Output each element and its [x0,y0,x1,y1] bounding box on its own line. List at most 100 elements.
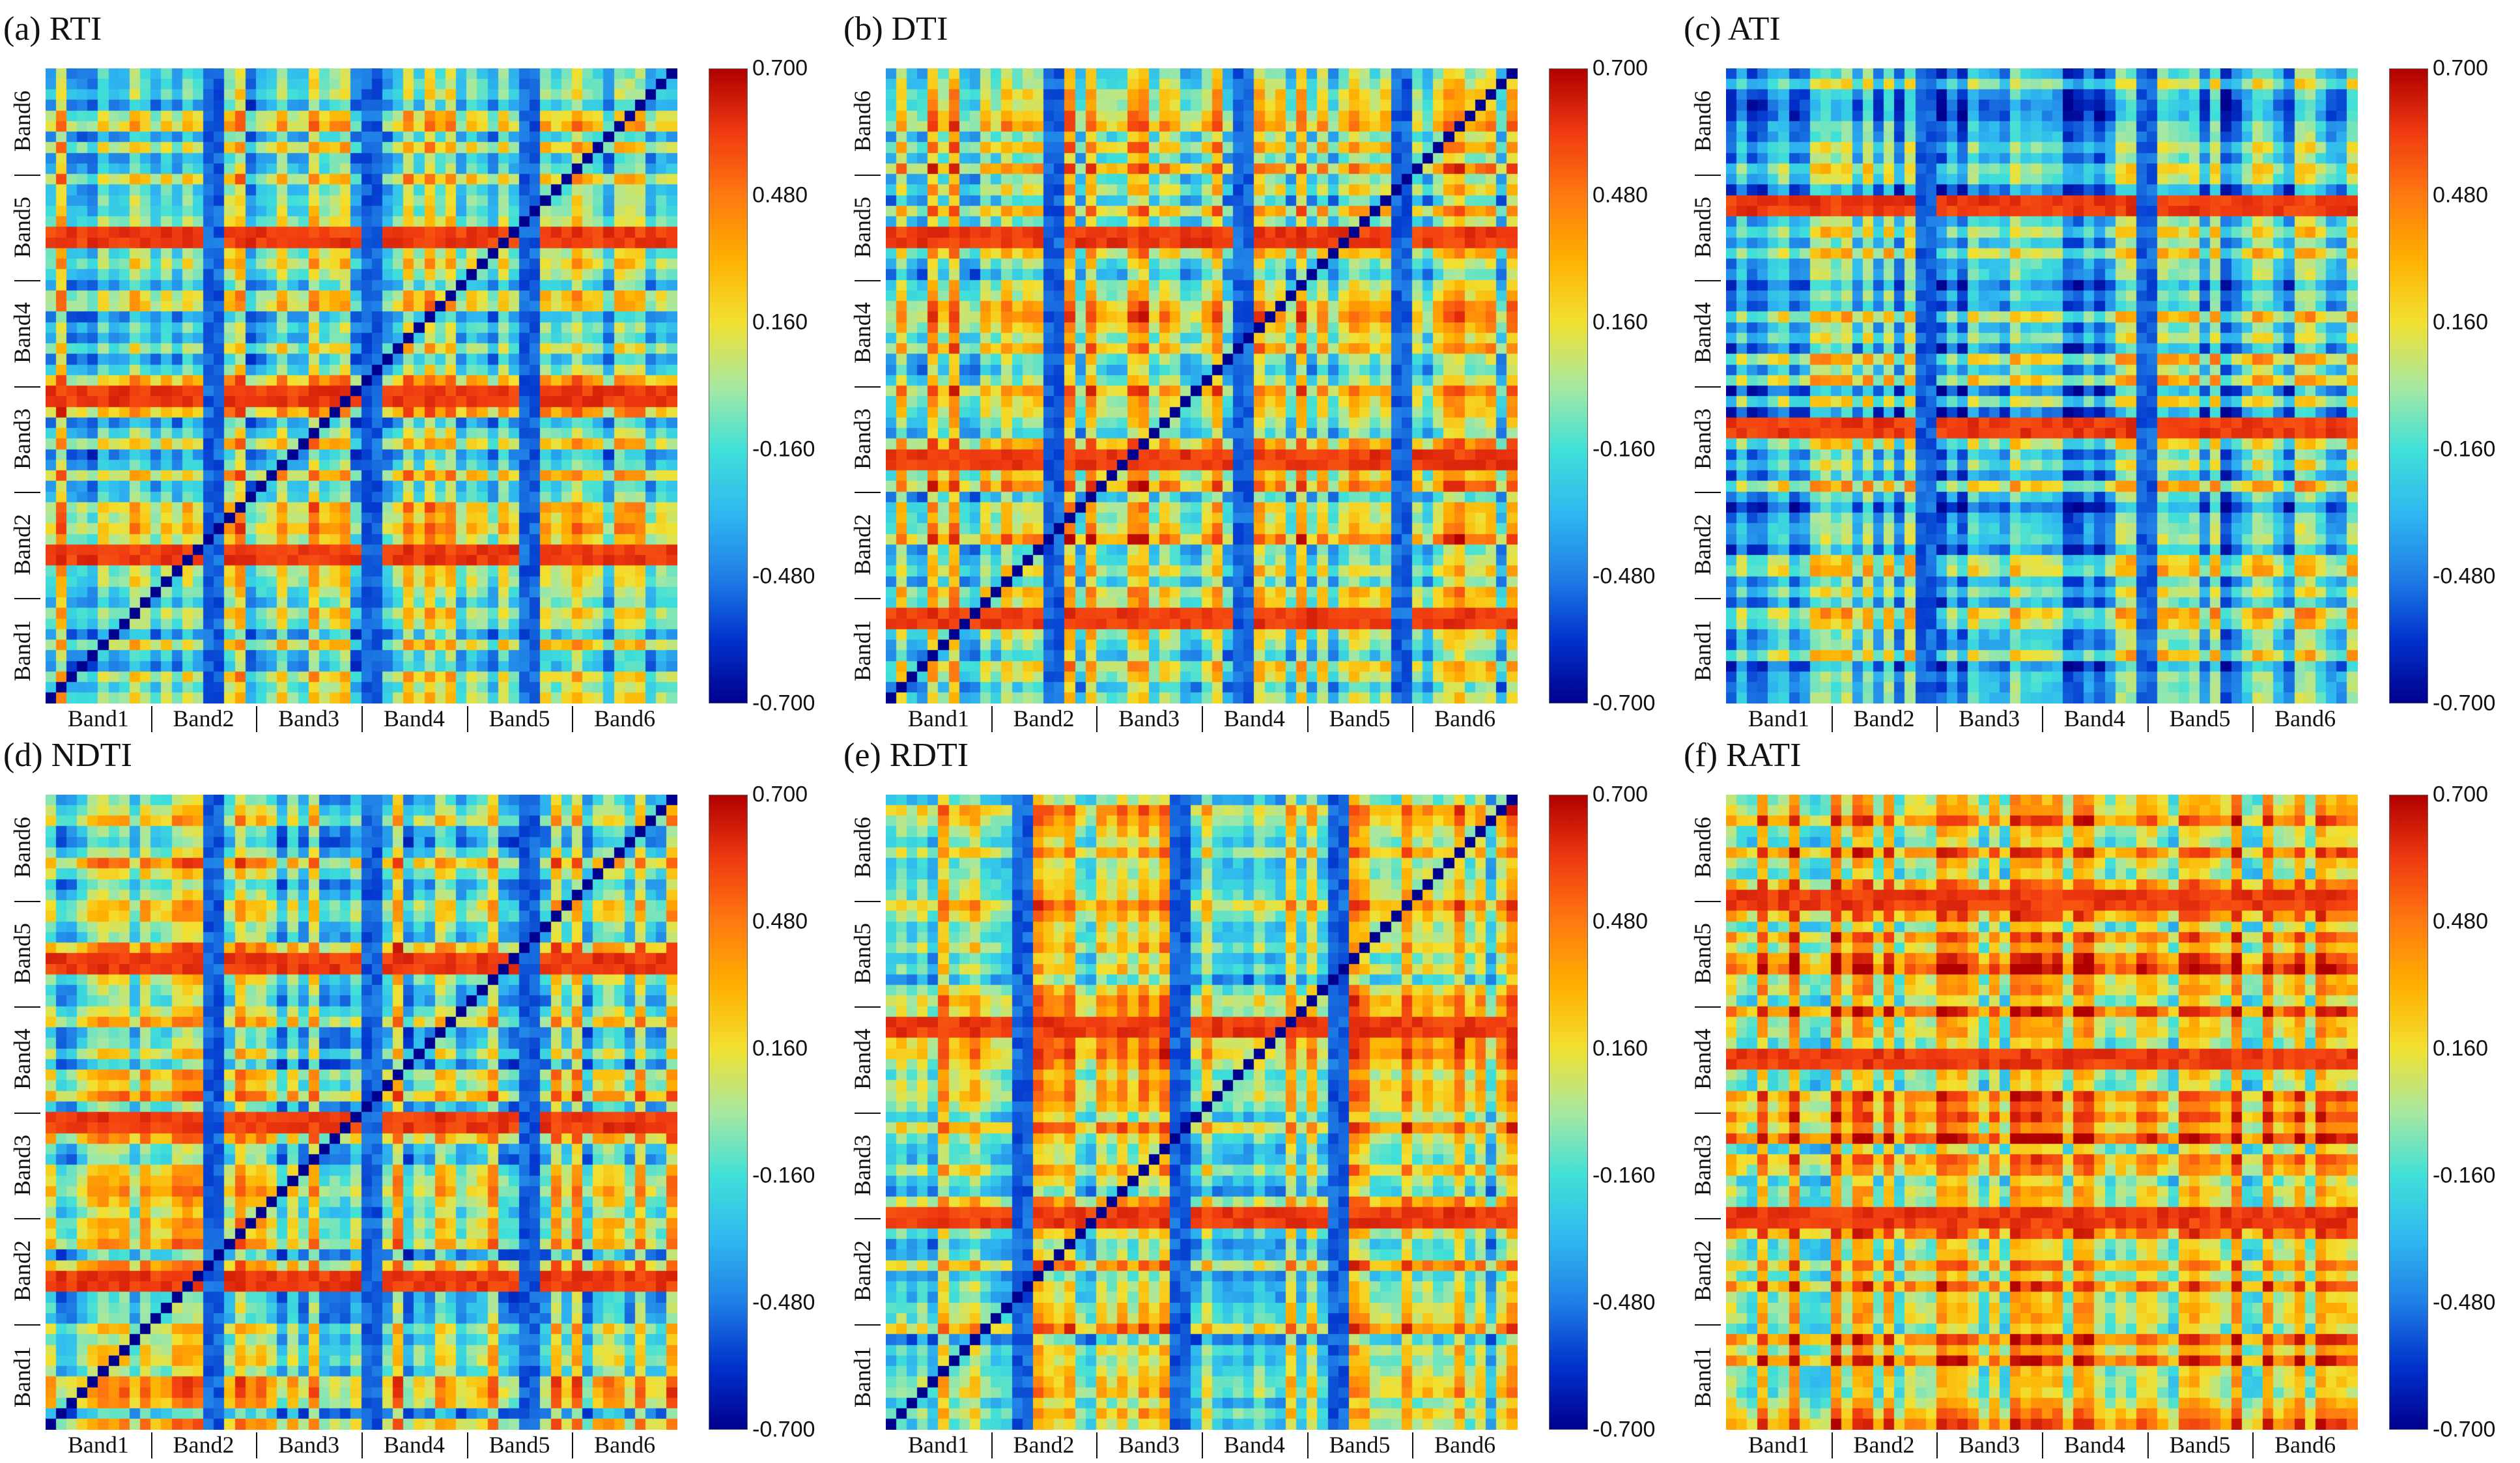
colorbar-tick-label: 0.700 [1593,782,1649,807]
x-tick-label: Band1 [907,705,969,732]
x-tick-label: Band2 [1853,1432,1915,1458]
colorbar-tick-label: -0.160 [752,1163,815,1188]
x-axis-separator [1307,1432,1309,1458]
colorbar-tick-label: -0.700 [1593,1417,1656,1442]
y-tick-label: Band3 [1690,1134,1716,1196]
y-tick-label: Band6 [1690,91,1716,152]
x-axis-separator [1202,706,1203,732]
colorbar-tick-label: -0.480 [1593,1290,1656,1315]
colorbar-tick-label: 0.700 [2433,55,2489,81]
x-axis-separator [1936,1432,1938,1458]
y-axis-separator [14,1112,40,1114]
y-tick-label: Band2 [9,1240,35,1302]
panel-b: (b) DTI Band1 Band2 Band3 Band4 Band5 Band6 Ban… [840,0,1674,732]
x-tick-label: Band5 [1329,705,1391,732]
y-tick-label: Band4 [849,1029,875,1090]
colorbar [709,795,748,1430]
x-tick-label: Band3 [1959,1432,2020,1458]
x-tick-label: Band4 [2063,705,2125,732]
x-tick-label: Band4 [2063,1432,2125,1458]
x-tick-label: Band3 [1118,1432,1180,1458]
x-tick-label: Band2 [1013,1432,1075,1458]
x-tick-label: Band3 [1118,705,1180,732]
y-axis-separator [855,1006,881,1008]
y-axis-separator [1695,597,1721,599]
y-axis-separator [855,492,881,493]
panel-d: (d) NDTI Band1 Band2 Band3 Band4 Band5 Band6 Ba… [0,726,834,1458]
y-tick-label: Band1 [1690,1346,1716,1408]
x-axis-separator [256,706,258,732]
colorbar-tick-label: 0.480 [1593,182,1649,208]
x-axis-separator [361,706,363,732]
x-axis-separator [1831,706,1833,732]
x-tick-label: Band6 [594,705,656,732]
x-tick-label: Band5 [2169,705,2231,732]
x-axis-separator [1936,706,1938,732]
y-tick-label: Band1 [9,1346,35,1408]
x-axis-separator [2252,1432,2254,1458]
colorbar-tick-label: 0.480 [2433,909,2489,934]
y-tick-label: Band4 [1690,1029,1716,1090]
y-tick-label: Band4 [9,302,35,364]
x-tick-label: Band6 [2274,705,2336,732]
x-axis-separator [991,1432,993,1458]
x-axis-separator [1202,1432,1203,1458]
y-axis-separator [1695,1218,1721,1219]
x-axis-separator [572,706,574,732]
y-axis-separator [1695,174,1721,176]
y-tick-label: Band2 [1690,1240,1716,1302]
y-tick-label: Band4 [9,1029,35,1090]
colorbar-tick-label: 0.700 [2433,782,2489,807]
colorbar-tick-label: 0.160 [2433,1036,2489,1061]
x-tick-label: Band6 [1434,705,1496,732]
y-tick-label: Band6 [9,91,35,152]
colorbar-tick-label: -0.160 [2433,1163,2496,1188]
heatmap-cells [46,795,677,1430]
panel-title: (b) DTI [843,10,948,48]
y-tick-label: Band3 [9,1134,35,1196]
x-axis-separator [2147,706,2149,732]
colorbar-tick-label: -0.700 [2433,690,2496,716]
y-axis-separator [1695,900,1721,902]
x-axis-separator [572,1432,574,1458]
y-axis-separator [855,280,881,281]
x-tick-label: Band1 [67,705,129,732]
colorbar-tick-label: -0.480 [2433,563,2496,589]
colorbar-tick-label: 0.480 [752,909,808,934]
panel-title: (f) RATI [1684,737,1802,774]
panel-f: (f) RATI Band1 Band2 Band3 Band4 Band5 Band6 Ba… [1680,726,2514,1458]
colorbar-tick-label: 0.160 [2433,309,2489,335]
x-tick-label: Band6 [594,1432,656,1458]
x-axis-separator [1096,706,1098,732]
x-tick-label: Band1 [907,1432,969,1458]
y-axis-separator [855,386,881,388]
colorbar-tick-label: 0.480 [752,182,808,208]
panel-title: (a) RTI [3,10,102,48]
y-axis-separator [855,597,881,599]
y-tick-label: Band3 [849,1134,875,1196]
y-axis-separator [1695,492,1721,493]
colorbar-tick-label: 0.480 [2433,182,2489,208]
panel-title: (c) ATI [1684,10,1781,48]
x-tick-label: Band5 [2169,1432,2231,1458]
x-tick-label: Band1 [1748,705,1809,732]
x-axis-separator [361,1432,363,1458]
colorbar [1549,795,1588,1430]
y-tick-label: Band2 [9,514,35,576]
y-tick-label: Band1 [849,1346,875,1408]
x-tick-label: Band4 [1223,1432,1285,1458]
panel-title: (d) NDTI [3,737,132,774]
y-tick-label: Band5 [849,196,875,258]
x-tick-label: Band4 [1223,705,1285,732]
x-axis-separator [1096,1432,1098,1458]
x-axis-separator [1831,1432,1833,1458]
x-tick-label: Band2 [1853,705,1915,732]
y-axis-separator [1695,386,1721,388]
heatmap-cells [886,795,1518,1430]
x-tick-label: Band2 [173,1432,234,1458]
colorbar-tick-label: -0.160 [2433,436,2496,462]
colorbar-tick-label: 0.160 [1593,1036,1649,1061]
colorbar-tick-label: -0.480 [752,563,815,589]
x-tick-label: Band1 [67,1432,129,1458]
heatmap-cells [1726,68,2358,703]
